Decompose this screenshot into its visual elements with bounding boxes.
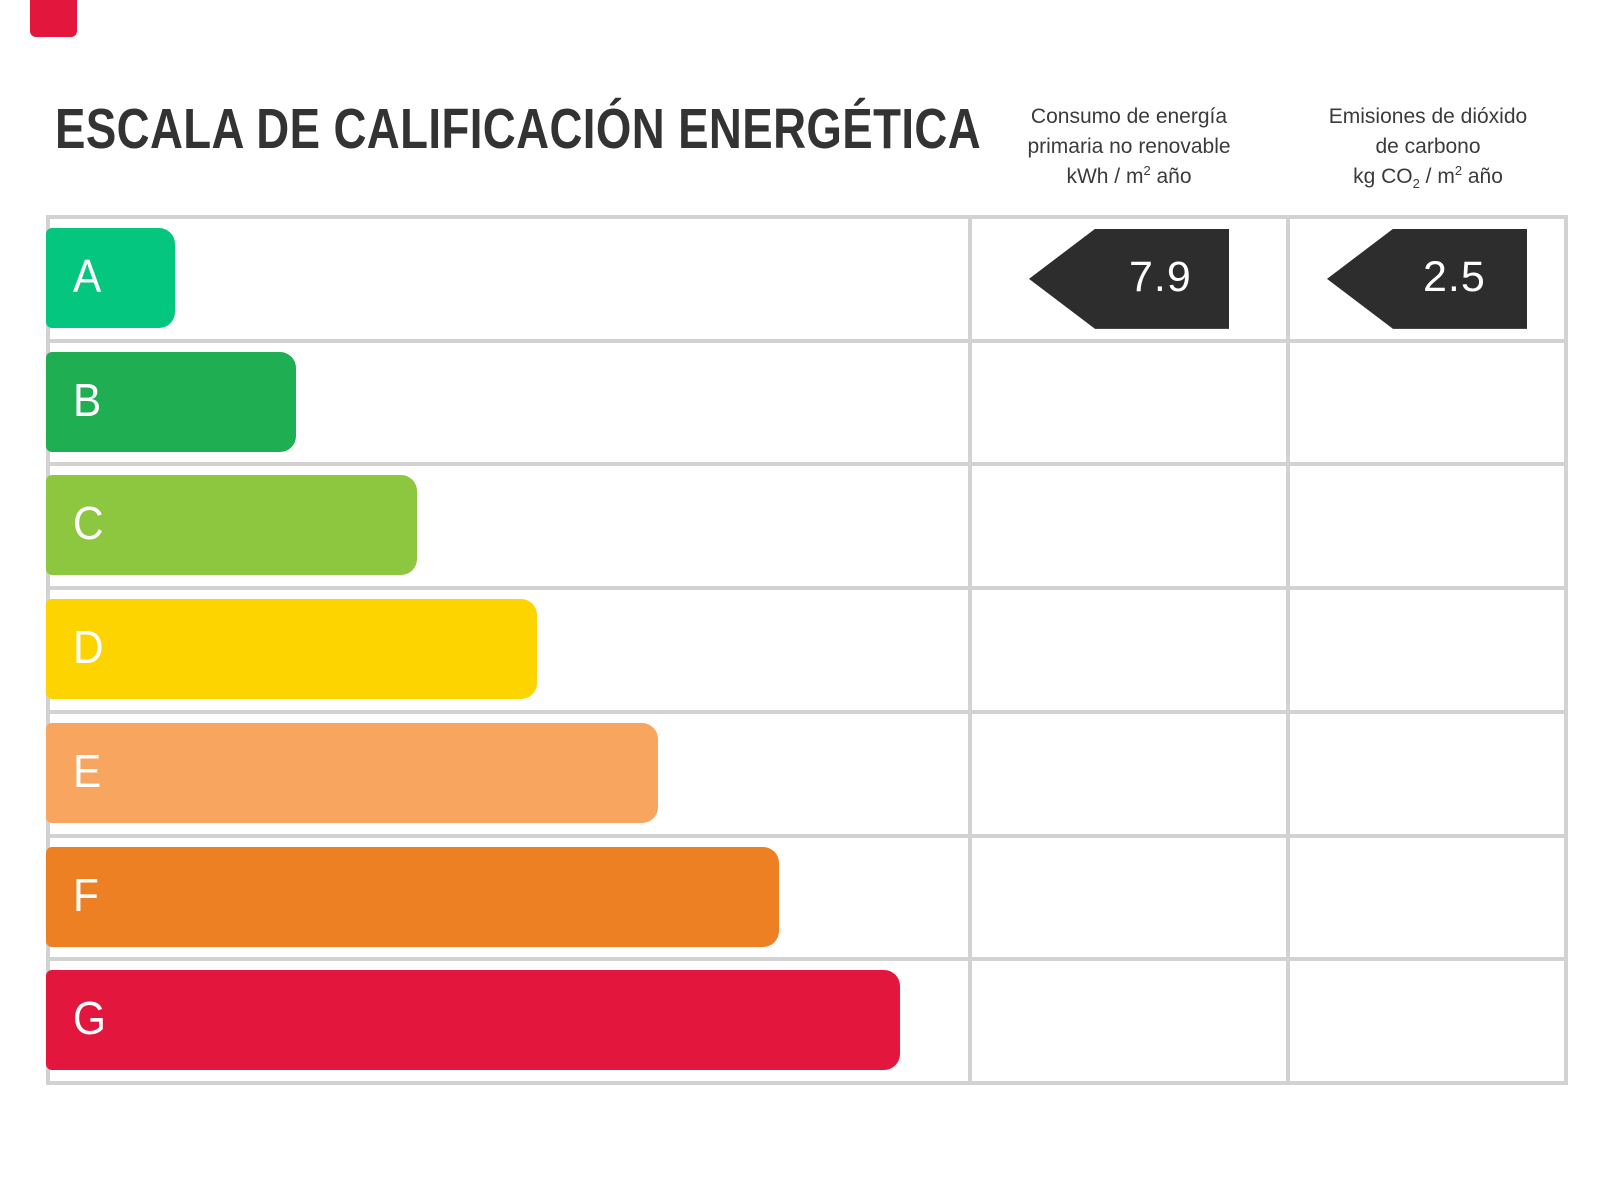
scale-cell-e: E — [46, 714, 968, 834]
rating-row-g: G — [46, 957, 1564, 1082]
consumption-header-line1: Consumo de energía — [1030, 105, 1228, 128]
superscript-2: 2 — [1454, 163, 1463, 178]
scale-cell-b: B — [46, 343, 968, 463]
emissions-cell-g — [1286, 961, 1564, 1082]
rating-row-e: E — [46, 709, 1564, 834]
scale-cell-f: F — [46, 838, 968, 958]
rating-bar-a: A — [46, 228, 176, 328]
rating-letter-a: A — [73, 250, 102, 302]
consumption-cell-a: 7.9 — [968, 219, 1286, 339]
rating-row-d: D — [46, 586, 1564, 710]
rating-letter-g: G — [73, 992, 106, 1045]
scale-cell-d: D — [46, 590, 968, 710]
emissions-column-header: Emisiones de dióxido de carbono kg CO2 /… — [1288, 102, 1568, 192]
emissions-cell-c — [1286, 466, 1564, 587]
consumption-cell-f — [968, 837, 1286, 958]
consumption-cell-g — [968, 961, 1286, 1082]
scale-cell-g: G — [46, 961, 968, 1081]
emissions-value-arrow: 2.5 — [1327, 228, 1527, 329]
rating-table: A 7.9 2.5 B — [46, 215, 1568, 1085]
rating-letter-d: D — [73, 621, 104, 674]
consumption-value-arrow: 7.9 — [1029, 228, 1229, 329]
red-corner-fragment — [30, 0, 77, 37]
page-title: ESCALA DE CALIFICACIÓN ENERGÉTICA — [55, 97, 982, 161]
superscript-2: 2 — [1143, 163, 1151, 178]
emissions-header-line2: de carbono — [1375, 135, 1481, 158]
rating-bar-g: G — [46, 970, 900, 1071]
rating-row-f: F — [46, 833, 1564, 958]
emissions-value: 2.5 — [1423, 252, 1486, 301]
consumption-header-unit: kWh / m2 año — [1066, 163, 1192, 188]
rating-bar-b: B — [46, 351, 296, 452]
rating-letter-b: B — [73, 373, 102, 426]
emissions-cell-f — [1286, 837, 1564, 958]
emissions-cell-b — [1286, 342, 1564, 463]
rating-letter-f: F — [73, 868, 99, 921]
consumption-cell-c — [968, 466, 1286, 587]
rating-row-b: B — [46, 338, 1564, 463]
rating-bar-d: D — [46, 599, 538, 700]
consumption-header-line2: primaria no renovable — [1027, 135, 1231, 158]
consumption-cell-b — [968, 342, 1286, 463]
rating-bar-f: F — [46, 846, 779, 947]
scale-cell-a: A — [46, 219, 968, 339]
emissions-cell-d — [1286, 590, 1564, 710]
emissions-header-line1: Emisiones de dióxido — [1328, 105, 1528, 128]
emissions-cell-e — [1286, 713, 1564, 834]
rating-bar-c: C — [46, 475, 417, 576]
rating-bar-e: E — [46, 722, 659, 823]
consumption-value: 7.9 — [1129, 252, 1192, 301]
consumption-cell-d — [968, 590, 1286, 710]
scale-cell-c: C — [46, 466, 968, 586]
subscript-2: 2 — [1412, 176, 1420, 192]
rating-letter-c: C — [73, 497, 104, 550]
rating-letter-e: E — [73, 744, 102, 797]
consumption-column-header: Consumo de energía primaria no renovable… — [970, 102, 1288, 192]
rating-row-c: C — [46, 462, 1564, 587]
consumption-cell-e — [968, 713, 1286, 834]
emissions-cell-a: 2.5 — [1286, 219, 1564, 339]
emissions-header-unit: kg CO2 / m2 año — [1353, 163, 1503, 192]
rating-row-a: A 7.9 2.5 — [46, 219, 1564, 339]
